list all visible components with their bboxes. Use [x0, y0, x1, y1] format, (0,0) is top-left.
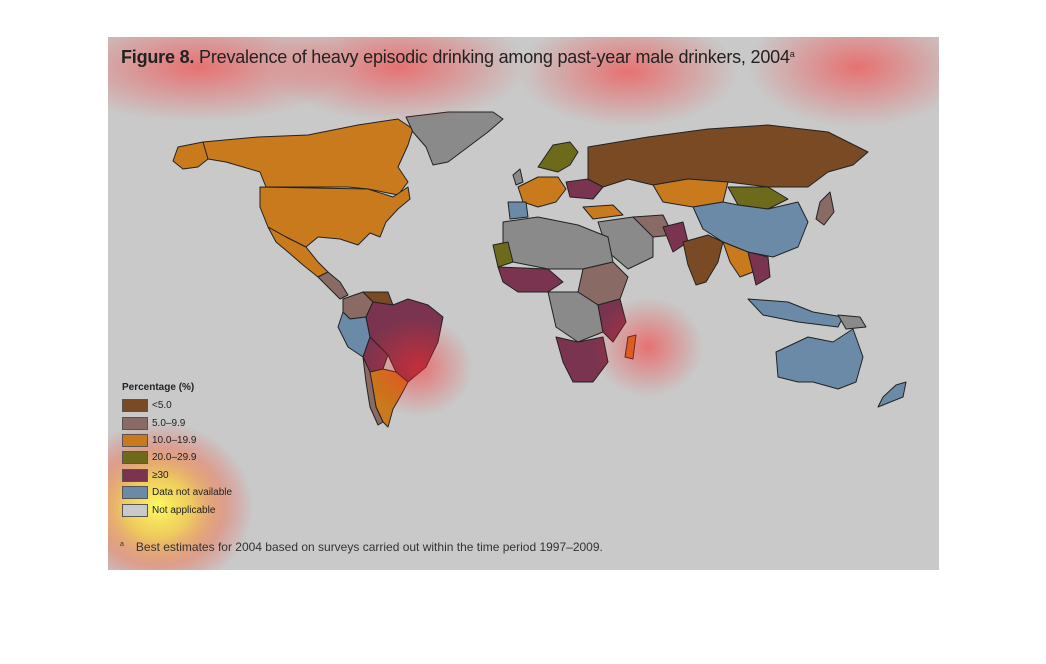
legend-item: Not applicable [122, 501, 232, 518]
country-new-zealand[interactable] [877, 381, 907, 408]
country-japan[interactable] [815, 191, 835, 226]
country-indonesia[interactable] [747, 298, 844, 328]
legend-swatch [122, 451, 148, 465]
title-footnote-marker: a [789, 49, 795, 59]
country-greenland[interactable] [405, 111, 504, 166]
legend-swatch [122, 468, 148, 482]
country-madagascar[interactable] [624, 334, 637, 360]
legend-swatch [122, 503, 148, 517]
country-iberia[interactable] [507, 201, 529, 220]
legend-item: Data not available [122, 484, 232, 501]
country-australia[interactable] [775, 328, 864, 390]
legend-item: 5.0–9.9 [122, 414, 232, 431]
country-china[interactable] [692, 201, 809, 258]
country-papua-new-guinea[interactable] [837, 314, 867, 330]
country-north-africa[interactable] [502, 216, 614, 270]
legend-swatch [122, 486, 148, 500]
map-legend: Percentage (%) <5.0 5.0–9.9 10.0–19.9 20.0–… [122, 382, 232, 519]
figure-panel: Figure 8. Prevalence of heavy episodic d… [108, 37, 939, 570]
footnote-text: Best estimates for 2004 based on surveys… [135, 540, 603, 554]
country-turkey[interactable] [582, 204, 624, 220]
figure-title: Figure 8. Prevalence of heavy episodic d… [121, 47, 795, 68]
figure-title-text: Prevalence of heavy episodic drinking am… [199, 47, 790, 67]
legend-item: <5.0 [122, 397, 232, 414]
country-canada[interactable] [187, 118, 414, 196]
legend-label: Data not available [152, 487, 233, 499]
country-west-africa[interactable] [497, 266, 564, 293]
country-eastern-europe[interactable] [565, 178, 604, 200]
figure-number: Figure 8. [121, 47, 195, 67]
country-mongolia[interactable] [727, 186, 789, 210]
legend-label: Not applicable [152, 504, 216, 516]
legend-swatch [122, 399, 148, 413]
footnote: a Best estimates for 2004 based on survey… [120, 540, 603, 554]
legend-item: ≥30 [122, 467, 232, 484]
country-indochina[interactable] [747, 251, 771, 286]
legend-label: 5.0–9.9 [152, 417, 186, 429]
legend-swatch [122, 433, 148, 447]
country-uk[interactable] [512, 168, 524, 186]
country-southern-africa[interactable] [555, 336, 609, 383]
country-southeast-asia[interactable] [722, 241, 754, 278]
country-scandinavia[interactable] [537, 141, 579, 173]
country-russia[interactable] [587, 124, 869, 188]
legend-title: Percentage (%) [122, 382, 195, 393]
legend-item: 20.0–29.9 [122, 449, 232, 466]
legend-label: 20.0–29.9 [152, 452, 197, 464]
legend-label: <5.0 [152, 400, 172, 412]
legend-swatch [122, 416, 148, 430]
country-central-america[interactable] [317, 271, 349, 300]
country-east-africa[interactable] [597, 298, 627, 343]
legend-item: 10.0–19.9 [122, 432, 232, 449]
country-mauritania[interactable] [492, 241, 514, 268]
country-india[interactable] [682, 234, 724, 286]
footnote-marker: a [120, 541, 124, 548]
world-map [172, 111, 907, 428]
legend-label: ≥30 [152, 469, 169, 481]
country-alaska[interactable] [172, 141, 209, 170]
legend-label: 10.0–19.9 [152, 434, 197, 446]
